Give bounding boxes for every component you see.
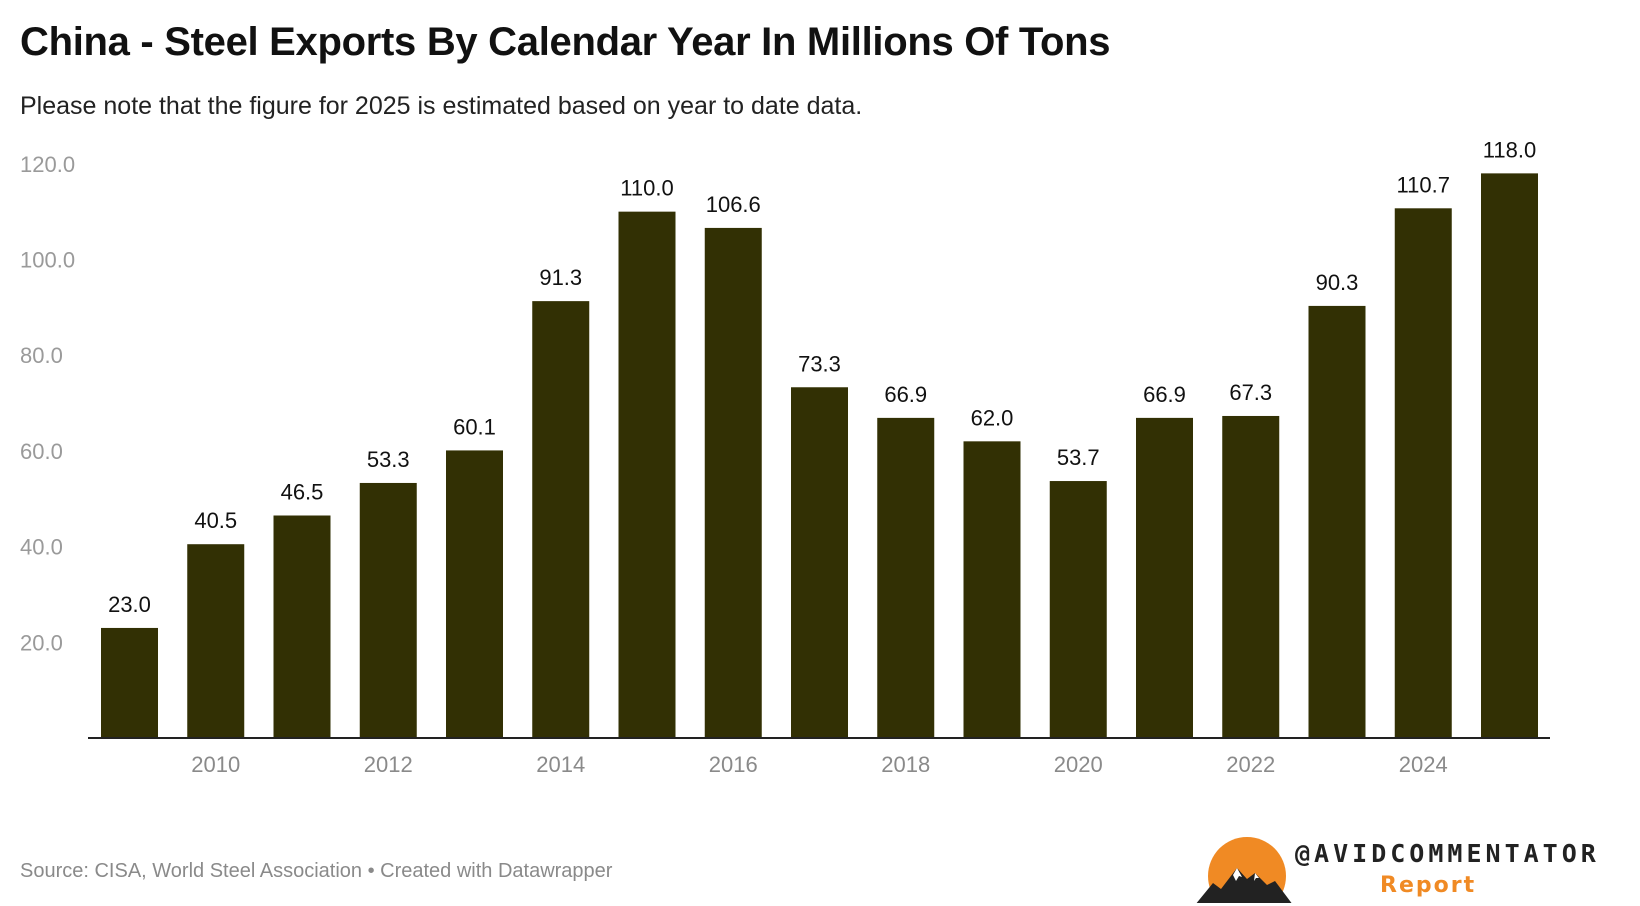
x-tick-label: 2012	[364, 752, 413, 777]
bar-value-label: 40.5	[194, 508, 237, 533]
brand-handle: @AVIDCOMMENTATOR	[1295, 839, 1600, 868]
bar-value-label: 60.1	[453, 414, 496, 439]
bar-value-label: 118.0	[1483, 137, 1536, 162]
chart-title: China - Steel Exports By Calendar Year I…	[20, 20, 1111, 64]
y-tick-label: 40.0	[20, 535, 63, 560]
y-tick-label: 60.0	[20, 439, 63, 464]
bar	[1222, 415, 1280, 738]
bar	[1308, 305, 1366, 738]
bar	[704, 227, 762, 738]
bar-value-label: 73.3	[798, 351, 841, 376]
bar	[273, 515, 331, 738]
bar	[359, 482, 417, 738]
x-tick-label: 2016	[709, 752, 758, 777]
bar-value-label: 62.0	[971, 405, 1014, 430]
bar	[1481, 173, 1538, 738]
bar-value-label: 110.7	[1397, 172, 1450, 197]
y-tick-label: 80.0	[20, 343, 63, 368]
bar-value-label: 66.9	[884, 382, 927, 407]
bar	[963, 441, 1021, 738]
bar-value-label: 53.3	[367, 447, 410, 472]
bar	[532, 301, 590, 738]
bar-value-label: 53.7	[1057, 445, 1100, 470]
bar	[446, 450, 503, 738]
mountain-sun-logo	[1195, 837, 1295, 905]
x-tick-label: 2020	[1054, 752, 1103, 777]
x-tick-label: 2018	[881, 752, 930, 777]
bar	[187, 544, 245, 738]
bar-value-label: 110.0	[620, 176, 673, 201]
chart-subtitle: Please note that the figure for 2025 is …	[20, 92, 863, 120]
bar	[1049, 481, 1107, 738]
bar-value-label: 90.3	[1316, 270, 1359, 295]
brand-report-label: Report	[1380, 873, 1477, 898]
x-tick-label: 2022	[1226, 752, 1275, 777]
bar	[791, 387, 848, 738]
bar	[1394, 208, 1452, 738]
bar-chart: 20.0 40.0 60.0 80.0 100.0 120.0 23.0 40.5 46.5 53…	[20, 137, 1550, 777]
y-tick-label: 120.0	[20, 152, 75, 177]
brand-block: @AVIDCOMMENTATOR Report	[1195, 835, 1615, 905]
source-note: Source: CISA, World Steel Association • …	[20, 860, 613, 882]
bar	[101, 627, 158, 738]
bar-value-label: 66.9	[1143, 382, 1186, 407]
bar-value-label: 23.0	[108, 592, 151, 617]
bar-value-label: 67.3	[1229, 380, 1272, 405]
bar	[618, 211, 676, 738]
y-tick-label: 20.0	[20, 630, 63, 655]
bar-value-label: 46.5	[281, 479, 324, 504]
x-tick-label: 2014	[536, 752, 585, 777]
bar-value-label: 91.3	[539, 265, 582, 290]
x-tick-label: 2010	[191, 752, 240, 777]
bar-value-label: 106.6	[706, 192, 761, 217]
bar	[877, 417, 935, 738]
bar	[1136, 417, 1193, 738]
x-tick-label: 2024	[1399, 752, 1448, 777]
y-tick-label: 100.0	[20, 248, 75, 273]
